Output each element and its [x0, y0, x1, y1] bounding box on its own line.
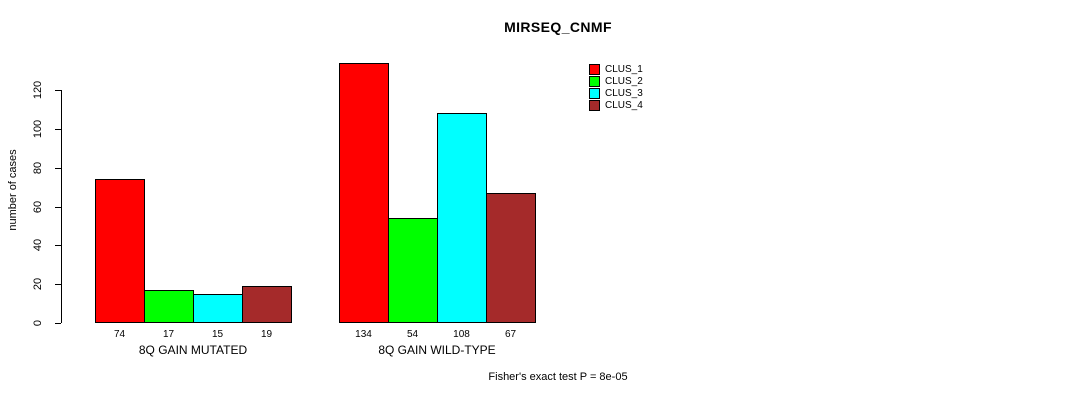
y-tick-mark	[55, 284, 61, 285]
bar-value-label: 17	[162, 329, 175, 340]
bar-value-label: 108	[453, 329, 470, 340]
legend-label: CLUS_2	[605, 75, 643, 87]
legend: CLUS_1 CLUS_2 CLUS_3 CLUS_4	[589, 63, 643, 111]
bar-value-label: 134	[355, 329, 372, 340]
fisher-test-annotation: Fisher's exact test P = 8e-05	[488, 371, 628, 383]
bar-clus_2-2	[388, 218, 438, 323]
bar-clus_2-1	[144, 290, 194, 323]
y-tick-label: 40	[32, 238, 44, 252]
y-tick-mark	[55, 168, 61, 169]
y-tick-label: 80	[32, 161, 44, 175]
legend-item-clus_2: CLUS_2	[589, 75, 643, 87]
y-tick-mark	[55, 90, 61, 91]
y-tick-label: 120	[32, 80, 44, 100]
bar-clus_4-2	[486, 193, 536, 323]
legend-swatch-clus_4	[589, 99, 600, 111]
legend-label: CLUS_3	[605, 87, 643, 99]
bar-clus_3-2	[437, 113, 487, 323]
legend-item-clus_1: CLUS_1	[589, 63, 643, 75]
legend-item-clus_3: CLUS_3	[589, 87, 643, 99]
x-axis-category-label: 8Q GAIN MUTATED	[138, 343, 248, 357]
bar-clus_3-1	[193, 294, 243, 323]
legend-swatch-clus_2	[589, 75, 600, 87]
y-tick-mark	[55, 129, 61, 130]
legend-swatch-clus_1	[589, 63, 600, 75]
y-tick-mark	[55, 245, 61, 246]
y-tick-mark	[55, 207, 61, 208]
bar-value-label: 15	[211, 329, 224, 340]
bar-value-label: 74	[113, 329, 126, 340]
bar-clus_1-2	[339, 63, 389, 323]
x-axis-category-label: 8Q GAIN WILD-TYPE	[378, 343, 496, 357]
y-tick-label: 0	[32, 319, 44, 327]
legend-label: CLUS_1	[605, 63, 643, 75]
y-tick-label: 20	[32, 277, 44, 291]
chart-title: MIRSEQ_CNMF	[504, 19, 612, 35]
bar-clus_4-1	[242, 286, 292, 323]
legend-swatch-clus_3	[589, 87, 600, 99]
bar-clus_1-1	[95, 179, 145, 323]
y-tick-label: 100	[32, 119, 44, 139]
y-axis-label: number of cases	[7, 149, 19, 231]
y-axis-line	[61, 90, 62, 323]
y-tick-mark	[55, 323, 61, 324]
legend-label: CLUS_4	[605, 99, 643, 111]
bar-value-label: 54	[406, 329, 419, 340]
bar-value-label: 19	[260, 329, 273, 340]
bar-value-label: 67	[504, 329, 517, 340]
y-tick-label: 60	[32, 200, 44, 214]
legend-item-clus_4: CLUS_4	[589, 99, 643, 111]
